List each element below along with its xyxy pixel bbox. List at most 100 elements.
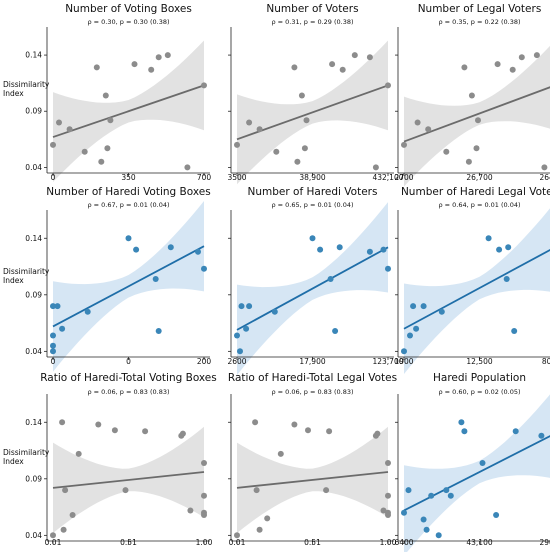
panel-2: 3500 38,900 432,100 <box>227 27 404 185</box>
data-point <box>54 303 61 310</box>
regression-line <box>52 84 205 138</box>
x-tick-label: 0.01 <box>45 538 62 547</box>
data-point <box>155 54 162 61</box>
x-tick-label: 200 <box>197 357 212 366</box>
data-point <box>246 119 253 126</box>
y-tick-label: 0.14 <box>25 51 42 60</box>
panel-subtitle: ρ = 0.06, p = 0.83 (0.83) <box>271 388 354 396</box>
data-point <box>59 419 66 426</box>
data-point <box>438 308 445 315</box>
x-tick-label: 2600 <box>227 357 246 366</box>
y-tick-label: 0.04 <box>25 163 42 172</box>
data-point <box>238 303 245 310</box>
panel-7: 0.04 0.09 0.14 0.01 0.51 1.00 <box>25 394 213 547</box>
data-point <box>385 512 391 518</box>
regression-line <box>403 248 550 330</box>
data-point <box>443 148 450 155</box>
panel-6: 1900 12,500 80,900 <box>394 208 550 374</box>
data-point <box>380 246 387 253</box>
data-point <box>336 244 343 251</box>
panel-subtitle: ρ = 0.35, p = 0.22 (0.38) <box>438 18 521 26</box>
data-point <box>385 460 391 466</box>
data-point <box>75 450 82 457</box>
data-point <box>428 492 435 499</box>
data-point <box>125 235 132 242</box>
panel-subtitle: ρ = 0.31, p = 0.29 (0.38) <box>271 18 354 26</box>
x-tick-label: 2700 <box>394 173 413 182</box>
data-point <box>155 328 162 334</box>
data-point <box>301 145 308 152</box>
y-axis-label-line-2: Index <box>3 276 24 285</box>
data-point <box>69 512 76 518</box>
data-point <box>234 141 240 148</box>
data-point <box>152 276 159 282</box>
data-point <box>104 145 111 152</box>
data-point <box>423 526 430 533</box>
regression-line <box>403 86 550 143</box>
data-point <box>98 158 105 165</box>
data-point <box>309 235 316 242</box>
panel-subtitle: ρ = 0.60, p = 0.02 (0.05) <box>438 388 521 396</box>
y-axis-label-row-3: Dissimilarity Index <box>3 448 49 466</box>
data-point <box>479 460 486 466</box>
data-point <box>511 328 518 334</box>
data-point <box>50 342 56 349</box>
panel-subtitle: ρ = 0.64, p = 0.01 (0.04) <box>438 201 521 209</box>
data-point <box>374 430 381 437</box>
panel-title: Haredi Population <box>433 372 526 384</box>
panel-9: 6400 43,100 290,100 <box>394 394 550 552</box>
data-point <box>264 515 271 522</box>
x-tick-label: 700 <box>197 173 212 182</box>
data-point <box>201 460 207 466</box>
y-tick-label: 0.09 <box>25 290 42 299</box>
y-axis-label-line-1: Dissimilarity <box>3 267 50 276</box>
data-point <box>277 450 284 457</box>
panel-1: 0.04 0.09 0.14 0 350 700 <box>25 27 211 182</box>
panel-title: Number of Legal Voters <box>417 3 542 15</box>
data-point <box>50 141 56 148</box>
regression-line <box>52 471 205 489</box>
y-axis-label-line-2: Index <box>3 89 24 98</box>
data-point <box>465 158 472 165</box>
y-tick-label: 0.14 <box>25 234 42 243</box>
data-point <box>237 348 243 355</box>
x-tick-label: 0 <box>51 173 56 182</box>
data-point <box>401 348 407 355</box>
panel-5: 2600 17,900 123,700 <box>227 202 404 376</box>
data-point <box>187 507 194 514</box>
panel-title: Number of Voting Boxes <box>65 3 192 15</box>
y-axis-label-row-2: Dissimilarity Index <box>3 267 49 285</box>
x-tick-label: 0 <box>51 357 56 366</box>
data-point <box>298 92 305 99</box>
data-point <box>271 308 278 315</box>
data-point <box>195 248 201 255</box>
data-point <box>385 492 391 499</box>
data-point <box>84 308 91 315</box>
data-point <box>505 244 512 251</box>
regression-line <box>236 471 389 489</box>
data-point <box>243 325 250 332</box>
x-tick-label: 1.00 <box>196 538 213 547</box>
data-point <box>401 141 407 148</box>
x-tick-label: 290,100 <box>539 538 550 547</box>
data-point <box>201 512 207 518</box>
data-point <box>414 119 421 126</box>
data-point <box>420 303 427 310</box>
confidence-band <box>404 208 550 374</box>
panel-subtitle: ρ = 0.30, p = 0.30 (0.38) <box>87 18 170 26</box>
data-point <box>447 492 454 499</box>
data-point <box>425 126 432 133</box>
data-point <box>468 92 475 99</box>
data-point <box>59 325 66 332</box>
data-point <box>131 61 138 68</box>
y-axis-label-line-1: Dissimilarity <box>3 80 50 89</box>
data-point <box>385 82 391 89</box>
data-point <box>50 348 56 355</box>
y-tick-label: 0.04 <box>25 347 42 356</box>
data-point <box>541 164 548 171</box>
data-point <box>475 117 481 124</box>
y-axis-label-line-1: Dissimilarity <box>3 448 50 457</box>
x-tick-label: 38,900 <box>299 173 325 182</box>
x-tick-label: 264,700 <box>539 173 550 182</box>
